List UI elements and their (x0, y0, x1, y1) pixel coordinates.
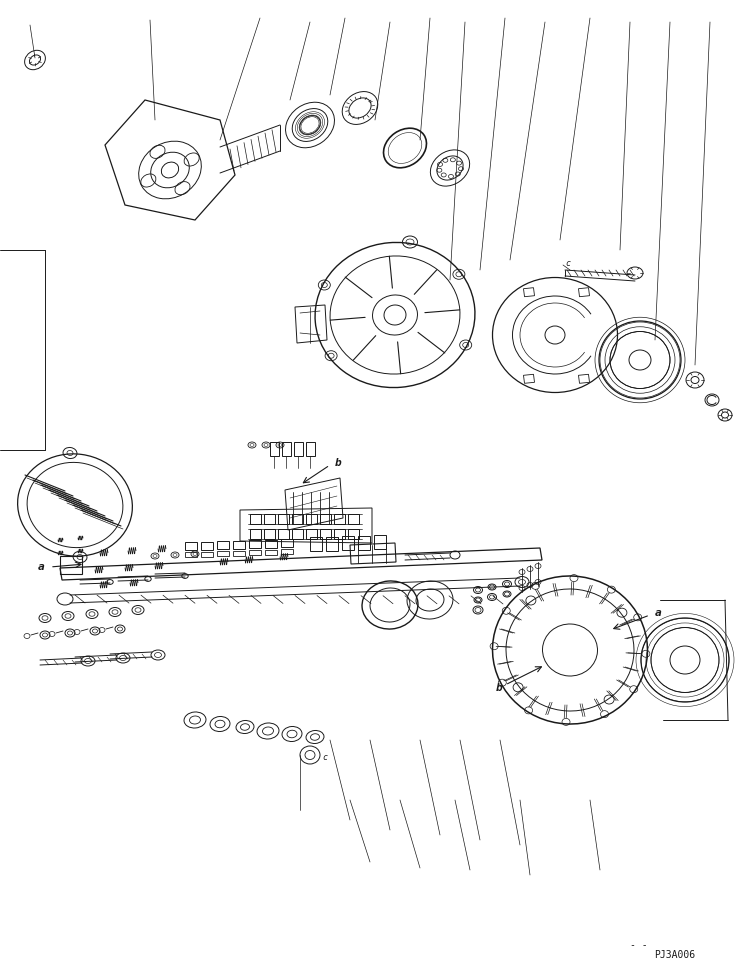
Bar (374, 535, 386, 549)
Bar (278, 514, 289, 524)
Bar (306, 529, 317, 539)
Bar (282, 442, 291, 456)
Bar (201, 552, 213, 557)
Bar (334, 529, 345, 539)
Bar (320, 529, 331, 539)
Bar (342, 536, 354, 550)
Bar (294, 442, 303, 456)
Bar (185, 552, 197, 557)
Bar (250, 514, 261, 524)
Bar (326, 537, 338, 550)
Text: c: c (565, 259, 570, 267)
Text: a: a (38, 562, 45, 572)
Bar (249, 550, 261, 555)
Text: c: c (322, 753, 327, 761)
Bar (334, 514, 345, 524)
Bar (292, 514, 303, 524)
Text: b: b (495, 683, 502, 693)
Bar (217, 541, 229, 549)
Bar (60, 556, 82, 574)
Bar (201, 541, 213, 549)
Bar (233, 540, 245, 548)
Text: PJ3A006: PJ3A006 (654, 950, 695, 960)
Bar (233, 550, 245, 556)
Bar (281, 549, 293, 554)
Bar (320, 514, 331, 524)
Bar (292, 529, 303, 539)
Bar (281, 539, 293, 547)
Bar (265, 539, 277, 547)
Bar (348, 514, 359, 524)
Bar (264, 529, 275, 539)
Bar (306, 442, 315, 456)
Text: b: b (335, 458, 342, 468)
Bar (265, 549, 277, 555)
Bar (250, 529, 261, 539)
Bar (249, 540, 261, 548)
Text: a: a (655, 608, 662, 618)
Bar (264, 514, 275, 524)
Bar (270, 442, 279, 456)
Bar (310, 537, 322, 551)
Text: - -: - - (630, 940, 648, 950)
Bar (306, 514, 317, 524)
Bar (358, 536, 370, 549)
Bar (278, 529, 289, 539)
Bar (348, 529, 359, 539)
Bar (217, 551, 229, 556)
Bar (185, 542, 197, 550)
